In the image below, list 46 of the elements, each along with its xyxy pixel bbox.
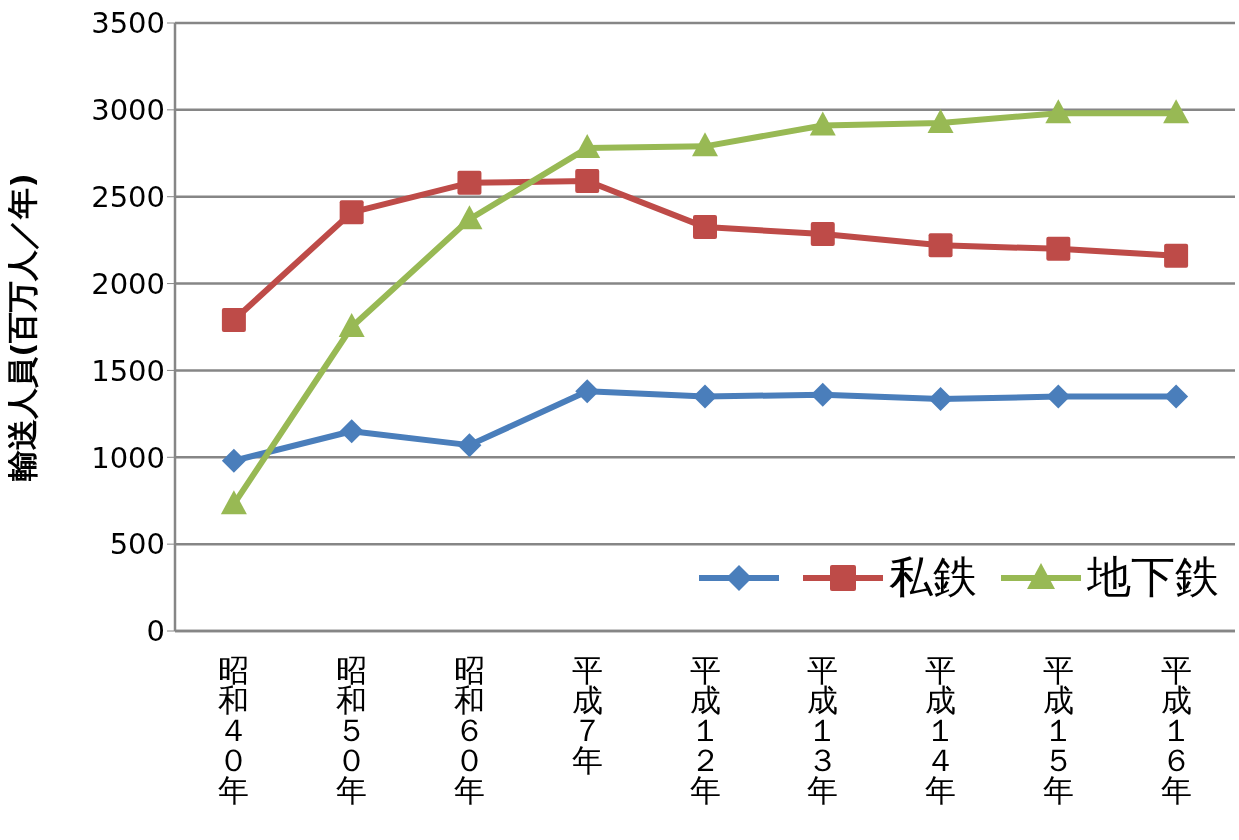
point	[1163, 99, 1190, 124]
point	[339, 200, 364, 225]
point	[810, 222, 835, 247]
x-tick-label: 平成１２年	[689, 652, 721, 808]
point	[928, 387, 953, 412]
point	[1046, 236, 1071, 261]
legend-label: 私鉄	[889, 550, 977, 604]
point	[810, 382, 835, 407]
point	[928, 233, 953, 258]
point	[693, 384, 717, 409]
y-tick-label: 500	[109, 527, 165, 562]
x-tick-label: 平成１４年	[925, 652, 957, 808]
x-tick-label: 平成１６年	[1160, 652, 1192, 808]
y-tick-label: 1000	[91, 440, 165, 475]
point	[692, 132, 718, 157]
point	[927, 108, 954, 133]
point	[1164, 384, 1189, 409]
point	[809, 111, 836, 136]
point	[693, 215, 717, 240]
y-tick-label: 0	[146, 614, 165, 649]
x-tick-label: 昭和５０年	[336, 652, 368, 808]
point	[1164, 243, 1189, 268]
x-tick-label: 平成１３年	[807, 652, 839, 808]
point	[221, 448, 246, 473]
point	[456, 205, 483, 230]
x-tick-label: 平成７年	[571, 652, 603, 778]
point	[575, 379, 600, 404]
y-tick-label: 3500	[91, 6, 165, 41]
point	[338, 313, 365, 337]
point	[339, 419, 364, 444]
point	[574, 134, 601, 159]
y-tick-label: 2000	[91, 266, 165, 301]
y-tick-label: 3000	[91, 93, 165, 128]
y-tick-label: 1500	[91, 353, 165, 388]
legend-label: 地下鉄	[1087, 550, 1219, 604]
x-tick-label: 平成１５年	[1042, 652, 1074, 808]
y-tick-label: 2500	[91, 180, 165, 215]
point	[1045, 99, 1072, 124]
point	[1046, 384, 1071, 409]
x-tick-label: 昭和６０年	[453, 652, 485, 808]
point	[575, 169, 600, 194]
point	[221, 308, 246, 333]
point	[457, 433, 482, 458]
point	[457, 170, 482, 195]
x-tick-label: 昭和４０年	[218, 652, 250, 808]
y-axis-title: 輸送人員(百万人／年)	[4, 173, 41, 482]
